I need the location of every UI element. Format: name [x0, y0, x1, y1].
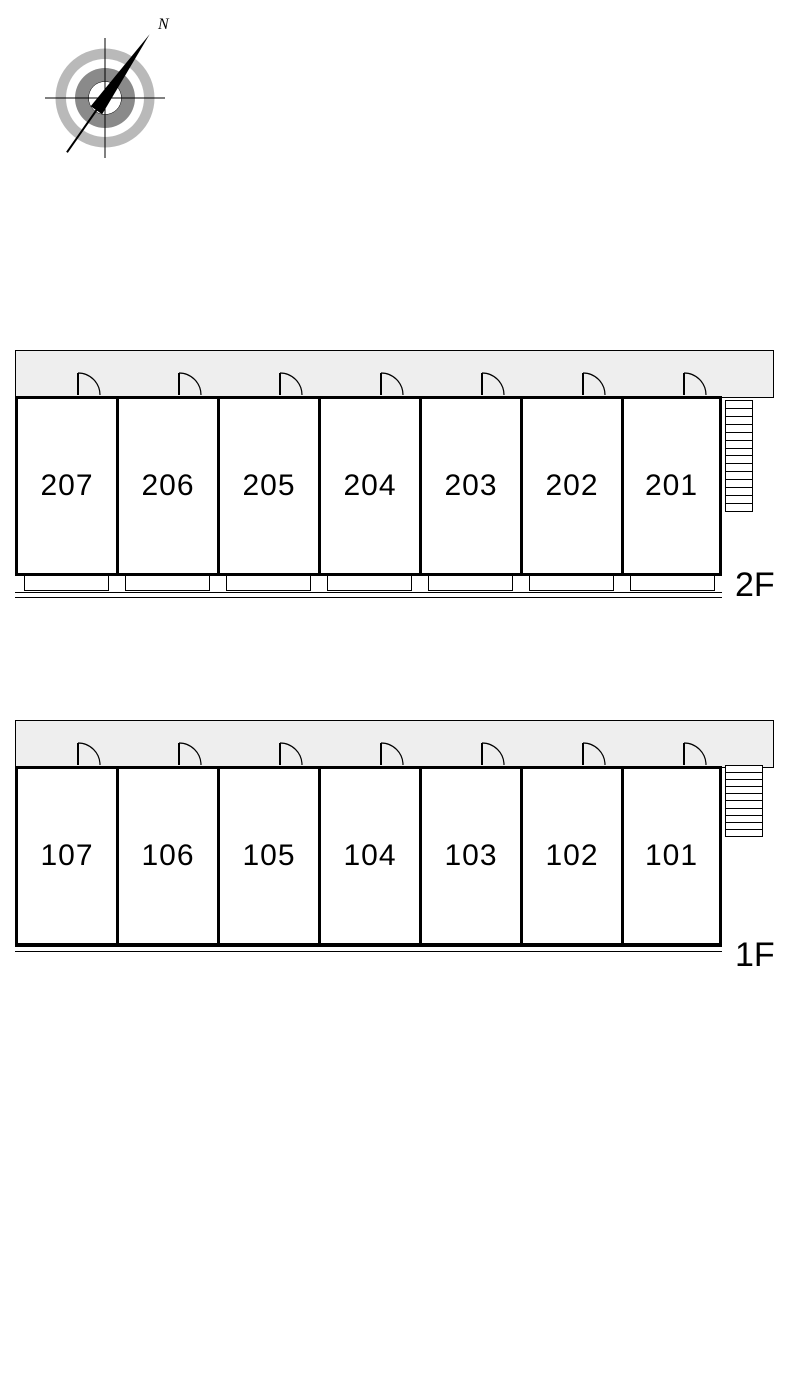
unit-105: 105 — [217, 766, 318, 946]
unit-202: 202 — [520, 396, 621, 576]
unit-107: 107 — [15, 766, 116, 946]
stairs — [725, 400, 753, 512]
floor-label: 2F — [735, 566, 775, 605]
unit-label: 101 — [645, 839, 698, 873]
balcony — [226, 575, 311, 591]
balcony — [327, 575, 412, 591]
unit-102: 102 — [520, 766, 621, 946]
floor-bottom-edge — [15, 946, 722, 952]
door-icon — [379, 739, 407, 767]
door-icon — [480, 369, 508, 397]
floor-1f: 107 106 105 104 103 102 101 1F — [0, 720, 800, 986]
door-icon — [379, 369, 407, 397]
balcony — [125, 575, 210, 591]
unit-label: 201 — [645, 469, 698, 503]
unit-label: 103 — [444, 839, 497, 873]
unit-201: 201 — [621, 396, 722, 576]
unit-103: 103 — [419, 766, 520, 946]
unit-label: 205 — [242, 469, 295, 503]
door-icon — [480, 739, 508, 767]
unit-205: 205 — [217, 396, 318, 576]
unit-label: 207 — [40, 469, 93, 503]
unit-label: 102 — [545, 839, 598, 873]
unit-204: 204 — [318, 396, 419, 576]
balcony — [529, 575, 614, 591]
door-icon — [682, 739, 710, 767]
floor-2f: 207 206 205 204 203 202 201 2F — [0, 350, 800, 616]
door-icon — [177, 369, 205, 397]
door-icon — [581, 739, 609, 767]
balcony — [428, 575, 513, 591]
door-icon — [177, 739, 205, 767]
door-icon — [581, 369, 609, 397]
unit-206: 206 — [116, 396, 217, 576]
door-icon — [76, 369, 104, 397]
door-icon — [278, 739, 306, 767]
unit-207: 207 — [15, 396, 116, 576]
compass: N — [30, 15, 180, 165]
stairs — [725, 765, 763, 837]
door-icon — [682, 369, 710, 397]
door-icon — [278, 369, 306, 397]
svg-text:N: N — [157, 16, 170, 33]
unit-label: 107 — [40, 839, 93, 873]
balcony — [630, 575, 715, 591]
unit-label: 203 — [444, 469, 497, 503]
unit-106: 106 — [116, 766, 217, 946]
unit-101: 101 — [621, 766, 722, 946]
balcony — [24, 575, 109, 591]
door-icon — [76, 739, 104, 767]
unit-203: 203 — [419, 396, 520, 576]
unit-label: 104 — [343, 839, 396, 873]
unit-label: 204 — [343, 469, 396, 503]
unit-row: 107 106 105 104 103 102 101 — [15, 766, 722, 946]
floor-bottom-edge — [15, 592, 722, 598]
unit-row: 207 206 205 204 203 202 201 — [15, 396, 722, 576]
unit-label: 106 — [141, 839, 194, 873]
unit-104: 104 — [318, 766, 419, 946]
unit-label: 105 — [242, 839, 295, 873]
unit-label: 202 — [545, 469, 598, 503]
floor-label: 1F — [735, 936, 775, 975]
unit-label: 206 — [141, 469, 194, 503]
